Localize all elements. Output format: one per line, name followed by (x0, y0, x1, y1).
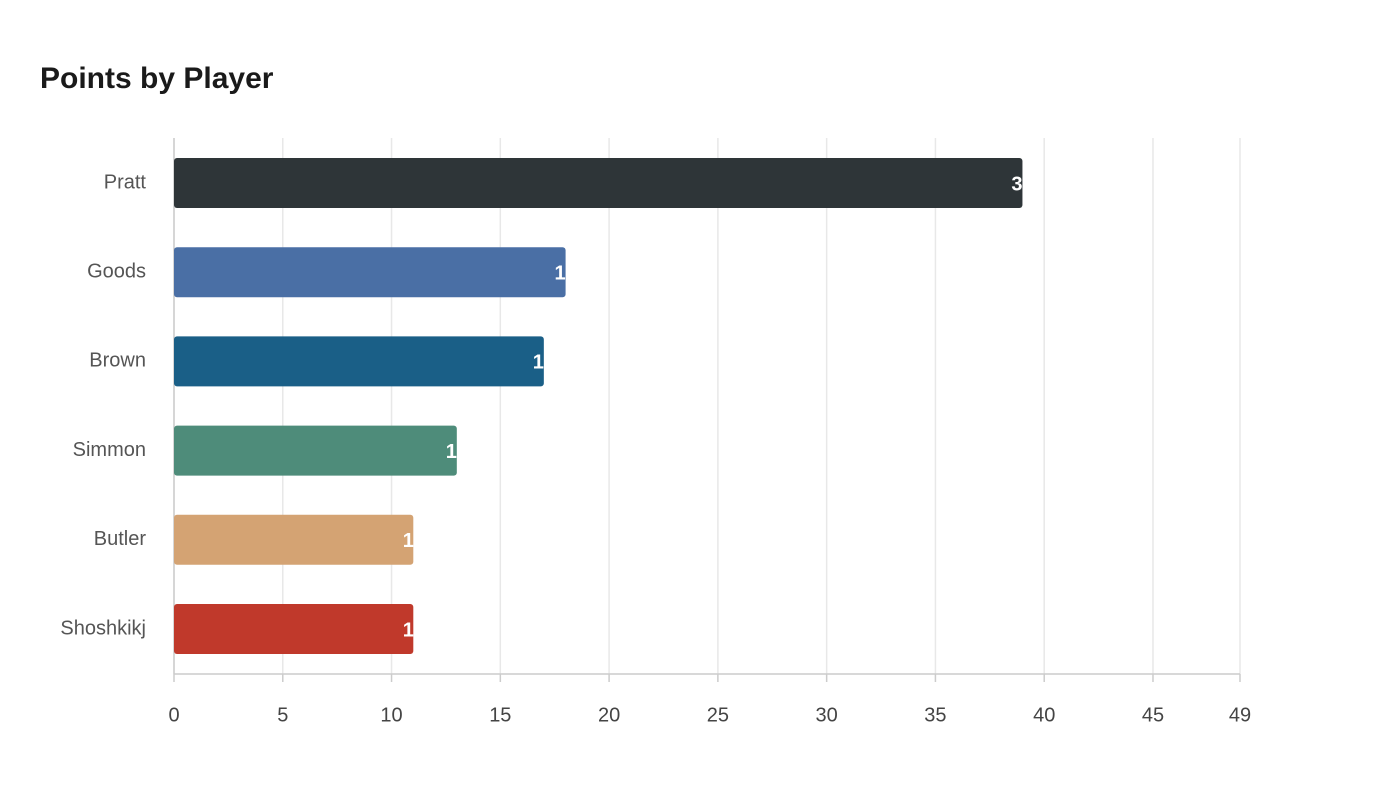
y-tick-label: Butler (94, 528, 147, 550)
y-tick-label: Goods (87, 260, 146, 282)
value-label: 17 (533, 352, 555, 374)
x-tick-label: 15 (489, 704, 511, 726)
x-tick-label: 35 (924, 704, 946, 726)
x-tick-label: 25 (707, 704, 729, 726)
x-tick-label: 0 (168, 704, 179, 726)
bar (174, 604, 414, 654)
x-tick-label: 30 (816, 704, 838, 726)
bar (174, 514, 414, 565)
y-tick-label: Shoshkikj (60, 617, 146, 639)
y-tick-label: Brown (89, 350, 146, 372)
x-tick-label: 20 (598, 704, 620, 726)
value-label: 11 (403, 619, 424, 641)
bar (174, 336, 544, 387)
value-label: 11 (403, 530, 424, 552)
x-tick-label: 40 (1033, 704, 1055, 726)
bar (174, 425, 457, 476)
y-tick-label: Pratt (104, 171, 147, 193)
bar (174, 158, 1023, 208)
value-label: 39 (1011, 173, 1033, 195)
value-label: 13 (446, 441, 468, 463)
bar (174, 247, 566, 298)
x-tick-label: 5 (277, 704, 288, 726)
y-tick-label: Simmon (73, 439, 146, 461)
value-label: 18 (554, 262, 576, 284)
x-tick-label: 45 (1142, 704, 1164, 726)
x-tick-label: 10 (380, 704, 402, 726)
x-tick-label: 49 (1229, 704, 1251, 726)
chart-title: Points by Player (40, 62, 274, 95)
